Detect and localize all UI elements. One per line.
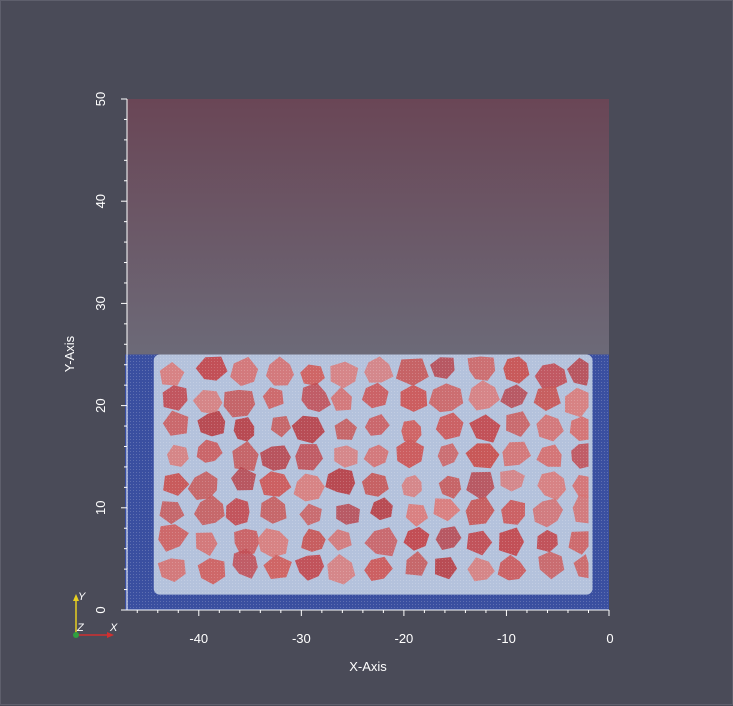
x-tick-label: 0 — [606, 631, 613, 646]
y-tick-label: 40 — [93, 194, 108, 208]
y-tick-label: 10 — [93, 501, 108, 515]
y-tick-label: 20 — [93, 398, 108, 412]
x-tick-label: -40 — [189, 631, 208, 646]
x-arrow-head-icon — [107, 632, 114, 638]
y-tick-label: 50 — [93, 92, 108, 106]
triad-x-label: X — [109, 622, 118, 634]
y-tick-label: 30 — [93, 296, 108, 310]
y-axis-title: Y-Axis — [62, 335, 77, 372]
x-axis-title: X-Axis — [349, 659, 387, 674]
y-arrow-head-icon — [73, 594, 79, 601]
triad-z-label: Z — [76, 622, 85, 634]
mesh-overlay — [125, 354, 609, 610]
z-axis-dot-icon — [73, 632, 79, 638]
x-tick-label: -30 — [292, 631, 311, 646]
upper-domain-region — [127, 99, 609, 355]
axes-grid: -40 -30 -20 -10 0 0 10 20 30 40 50 — [93, 92, 614, 646]
x-tick-label: -10 — [497, 631, 516, 646]
triad-y-label: Y — [78, 591, 86, 603]
orientation-triad[interactable]: Y Z X — [73, 591, 118, 638]
x-tick-label: -20 — [394, 631, 413, 646]
y-tick-label: 0 — [93, 606, 108, 613]
